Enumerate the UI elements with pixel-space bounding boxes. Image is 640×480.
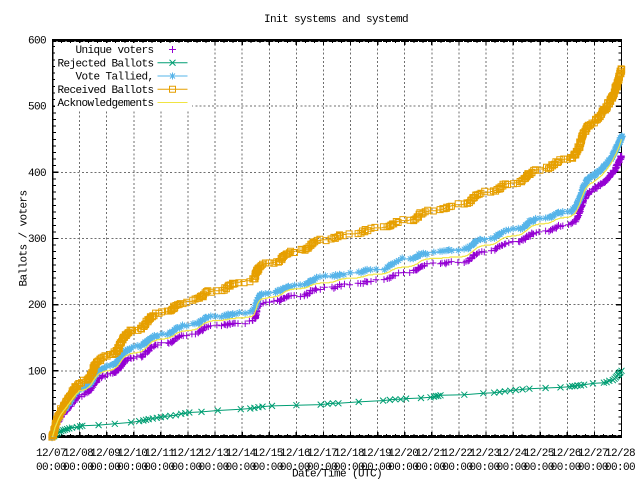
svg-text:00:00: 00:00	[226, 462, 256, 474]
svg-text:12/16: 12/16	[280, 448, 310, 460]
svg-text:12/07: 12/07	[36, 448, 66, 460]
svg-text:12/21: 12/21	[415, 448, 446, 460]
svg-text:300: 300	[28, 234, 46, 246]
svg-text:00:00: 00:00	[280, 462, 310, 474]
svg-text:00:00: 00:00	[497, 462, 527, 474]
svg-text:12/25: 12/25	[524, 448, 554, 460]
svg-text:12/28: 12/28	[605, 448, 635, 460]
svg-text:12/19: 12/19	[361, 448, 391, 460]
svg-text:Rejected Ballots: Rejected Ballots	[57, 58, 153, 70]
svg-text:00:00: 00:00	[470, 462, 500, 474]
svg-text:00:00: 00:00	[524, 462, 554, 474]
svg-text:00:00: 00:00	[144, 462, 174, 474]
svg-text:00:00: 00:00	[578, 462, 608, 474]
svg-text:12/12: 12/12	[171, 448, 201, 460]
svg-text:12/27: 12/27	[578, 448, 608, 460]
svg-text:00:00: 00:00	[388, 462, 418, 474]
svg-text:00:00: 00:00	[551, 462, 581, 474]
svg-text:Ballots / voters: Ballots / voters	[19, 190, 31, 286]
svg-text:00:00: 00:00	[117, 462, 147, 474]
svg-text:Init systems and systemd: Init systems and systemd	[264, 14, 408, 26]
svg-text:00:00: 00:00	[63, 462, 93, 474]
svg-text:00:00: 00:00	[415, 462, 445, 474]
svg-text:Received Ballots: Received Ballots	[57, 85, 153, 97]
svg-text:Acknowledgements: Acknowledgements	[57, 98, 153, 110]
svg-text:12/08: 12/08	[63, 448, 93, 460]
svg-text:00:00: 00:00	[171, 462, 201, 474]
svg-text:12/11: 12/11	[144, 448, 175, 460]
svg-text:Date/Time (UTC): Date/Time (UTC)	[292, 469, 382, 480]
svg-text:12/26: 12/26	[551, 448, 581, 460]
svg-text:00:00: 00:00	[442, 462, 472, 474]
svg-text:00:00: 00:00	[307, 462, 337, 474]
svg-text:12/09: 12/09	[90, 448, 120, 460]
svg-text:12/13: 12/13	[199, 448, 229, 460]
svg-text:12/22: 12/22	[442, 448, 472, 460]
svg-text:00:00: 00:00	[253, 462, 283, 474]
svg-text:00:00: 00:00	[199, 462, 229, 474]
svg-text:00:00: 00:00	[605, 462, 635, 474]
svg-text:12/14: 12/14	[226, 448, 257, 460]
svg-text:200: 200	[28, 300, 46, 312]
svg-text:00:00: 00:00	[90, 462, 120, 474]
svg-text:0: 0	[40, 433, 46, 445]
svg-text:400: 400	[28, 168, 46, 180]
svg-text:500: 500	[28, 102, 46, 114]
svg-text:12/20: 12/20	[388, 448, 418, 460]
svg-text:12/24: 12/24	[497, 448, 528, 460]
svg-text:00:00: 00:00	[334, 462, 364, 474]
svg-text:12/17: 12/17	[307, 448, 337, 460]
svg-text:Vote Tallied,: Vote Tallied,	[75, 72, 153, 84]
svg-text:12/15: 12/15	[253, 448, 283, 460]
svg-text:600: 600	[28, 36, 46, 48]
svg-text:100: 100	[28, 366, 46, 378]
svg-text:00:00: 00:00	[361, 462, 391, 474]
svg-text:00:00: 00:00	[36, 462, 66, 474]
svg-text:12/18: 12/18	[334, 448, 364, 460]
svg-text:Unique voters: Unique voters	[75, 45, 153, 57]
svg-text:12/10: 12/10	[117, 448, 147, 460]
svg-text:12/23: 12/23	[470, 448, 500, 460]
